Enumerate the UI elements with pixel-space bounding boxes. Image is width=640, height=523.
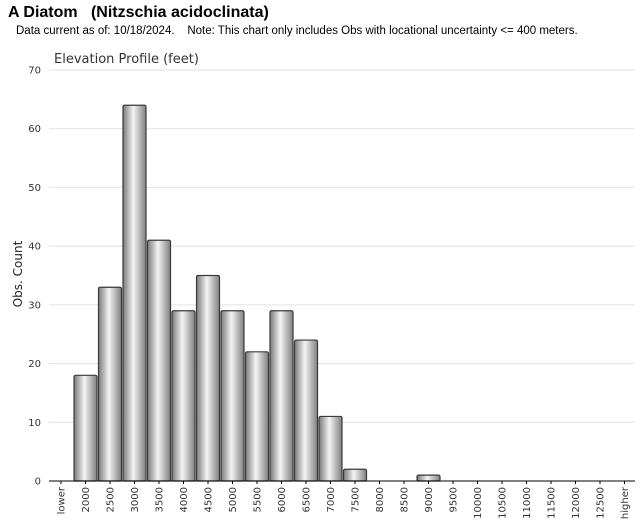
bar-7000 [318, 415, 343, 482]
x-tick-label: 9000 [424, 487, 435, 512]
x-tick-label: 11500 [547, 487, 558, 519]
x-tick-label: 4000 [179, 487, 190, 512]
x-tick-label: 8000 [375, 487, 386, 512]
y-tick-label: 50 [28, 183, 41, 194]
bar-3000 [122, 104, 147, 482]
bar-2500 [97, 286, 123, 482]
x-tick-label: 3500 [155, 487, 166, 512]
x-tick-label: 11000 [522, 487, 533, 519]
bar-3500 [146, 239, 172, 482]
x-tick-label: 3000 [130, 487, 141, 512]
bar-6500 [293, 339, 319, 482]
x-tick-label: 8500 [400, 487, 411, 512]
bar-4500 [195, 274, 221, 482]
bar-9000 [416, 474, 441, 482]
y-tick-label: 20 [28, 359, 41, 370]
x-tick-label: lower [57, 486, 68, 514]
x-tick-label: 10500 [498, 487, 509, 519]
x-axis-ticks: lower 2000 2500 3000 3500 4000 4500 5000 5500 600… [57, 481, 631, 519]
page-title: A Diatom (Nitzschia acidoclinata) [8, 4, 269, 21]
x-tick-label: 4500 [204, 487, 215, 512]
x-tick-label: 12500 [596, 487, 607, 519]
x-tick-label: 9500 [449, 487, 460, 512]
x-tick-label: 10000 [473, 487, 484, 519]
y-axis-ticks: 0 10 20 30 40 50 60 70 [28, 66, 41, 488]
y-axis-label: Obs. Count [11, 240, 25, 307]
gridlines [49, 69, 635, 423]
x-tick-label: 7000 [326, 487, 337, 512]
y-tick-label: 70 [28, 66, 41, 77]
bar-5500 [244, 351, 270, 482]
bars [73, 104, 441, 482]
y-tick-label: 0 [35, 477, 41, 488]
data-note: Data current as of: 10/18/2024. Note: Th… [16, 25, 578, 37]
x-tick-label: 7500 [351, 487, 362, 512]
y-tick-label: 60 [28, 124, 41, 135]
bar-2000 [73, 374, 98, 482]
x-tick-label: 6500 [302, 487, 313, 512]
x-tick-label: higher [620, 486, 631, 519]
y-tick-label: 30 [28, 300, 41, 311]
bar-4000 [171, 310, 196, 482]
bar-5000 [220, 310, 245, 482]
x-tick-label: 5000 [228, 487, 239, 512]
chart-title: Elevation Profile (feet) [54, 52, 199, 67]
y-tick-label: 10 [28, 418, 41, 429]
bar-7500 [342, 468, 368, 482]
bar-6000 [269, 310, 294, 482]
x-tick-label: 6000 [277, 487, 288, 512]
y-tick-label: 40 [28, 242, 41, 253]
x-tick-label: 2500 [106, 487, 117, 512]
x-tick-label: 2000 [81, 487, 92, 512]
x-tick-label: 12000 [571, 487, 582, 519]
x-tick-label: 5500 [253, 487, 264, 512]
